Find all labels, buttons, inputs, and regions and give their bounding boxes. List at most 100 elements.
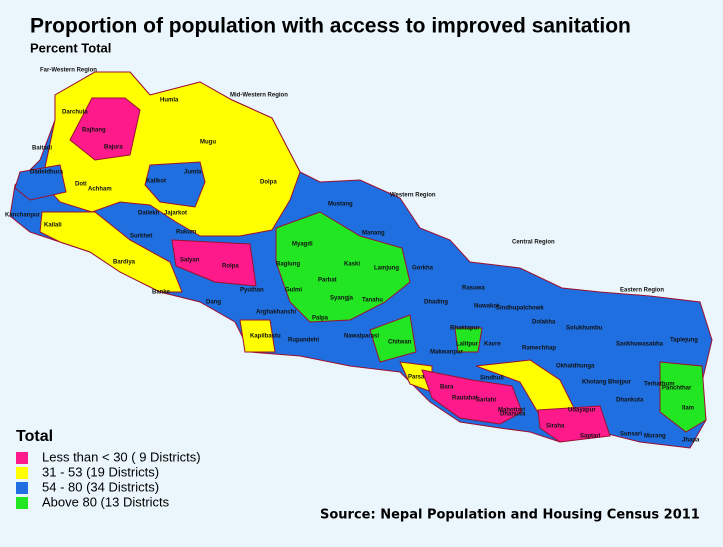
- blue-dadeldhura: [14, 164, 67, 201]
- pink-bara: [421, 369, 523, 425]
- district-label: Mahottari: [498, 408, 525, 414]
- district-label: Rautahat: [452, 396, 478, 402]
- legend-swatch: [16, 482, 28, 494]
- legend-label: Less than < 30 ( 9 Districts): [42, 449, 201, 464]
- district-label: Dang: [206, 300, 221, 306]
- district-label: Saptari: [580, 434, 601, 440]
- district-label: Jhapa: [682, 438, 700, 444]
- district-label: Kalikot: [146, 179, 166, 185]
- region-label: Mid-Western Region: [230, 93, 288, 99]
- district-label: Sankhuwasabha: [616, 342, 664, 348]
- pink-salyan-rolpa: [171, 239, 257, 287]
- district-label: Kailali: [44, 223, 62, 229]
- district-label: Dhanusa: [500, 412, 526, 418]
- district-label: Okhaldhunga: [556, 364, 595, 370]
- district-label: Sarlahi: [476, 398, 496, 404]
- district-label: Chitwan: [388, 340, 412, 346]
- district-label: Dolakha: [532, 320, 556, 326]
- district-label: Jajarkot: [164, 211, 187, 217]
- district-label: Gulmi: [285, 288, 302, 294]
- district-label: Arghakhanchi: [256, 310, 296, 316]
- district-label: Salyan: [180, 258, 200, 264]
- green-east: [659, 361, 707, 433]
- district-label: Dadeldhura: [30, 170, 64, 176]
- district-label: Panchthar: [662, 386, 692, 392]
- district-label: Bhojpur: [608, 380, 632, 386]
- district-label: Kanchanpur: [5, 213, 41, 219]
- title: Proportion of population with access to …: [30, 15, 631, 38]
- pink-siraha: [537, 405, 611, 443]
- region-label: Eastern Region: [620, 288, 664, 294]
- district-label: Tanahu: [362, 298, 383, 304]
- district-label: Syangja: [330, 296, 354, 302]
- legend-label: Above 80 (13 Districts: [42, 494, 170, 509]
- district-label: Palpa: [312, 316, 329, 322]
- district-label: Taplejung: [670, 338, 698, 344]
- district-label: Makwanpur: [430, 350, 464, 356]
- subtitle: Percent Total: [30, 40, 111, 55]
- district-label: Myagdi: [292, 242, 313, 248]
- legend-swatch: [16, 497, 28, 509]
- district-label: Bardiya: [113, 260, 136, 266]
- district-label: Achham: [88, 187, 112, 193]
- yellow-south-west: [39, 211, 183, 293]
- district-label: Humla: [160, 98, 179, 104]
- district-label: Surkhet: [130, 234, 152, 240]
- district-label: Bajhang: [82, 128, 106, 134]
- district-label: Mugu: [200, 140, 216, 146]
- district-label: Rupandehi: [288, 338, 319, 344]
- district-label: Parsa: [408, 375, 425, 381]
- district-label: Nawalparasi: [344, 334, 379, 340]
- district-label: Kavre: [484, 342, 501, 348]
- nepal-map: [9, 71, 713, 449]
- legend-label: 31 - 53 (19 Districts): [42, 464, 159, 479]
- district-label: Dolpa: [260, 180, 277, 186]
- district-label: Baitadi: [32, 146, 52, 152]
- district-label: Nuwakot: [474, 304, 499, 310]
- district-label: Darchula: [62, 110, 88, 116]
- district-label: Dailekh: [138, 211, 160, 217]
- district-label: Pyuthan: [240, 288, 264, 294]
- district-label: Khotang: [582, 380, 607, 386]
- district-label: Gorkha: [412, 266, 434, 272]
- district-label: Ilam: [682, 406, 694, 412]
- district-label: Morang: [644, 434, 666, 440]
- green-lalitpur: [454, 327, 483, 353]
- labels: Far-Western Region Mid-Western Region West…: [5, 68, 700, 444]
- district-label: Lamjung: [374, 266, 399, 272]
- district-label: Kapilbastu: [250, 334, 281, 340]
- district-label: Dhankuta: [616, 398, 644, 404]
- legend-swatch: [16, 467, 28, 479]
- district-label: Sindhuli: [480, 376, 504, 382]
- legend-swatch: [16, 452, 28, 464]
- yellow-kapilbastu: [239, 319, 276, 353]
- green-chitwan: [369, 314, 417, 363]
- region-label: Western Region: [390, 193, 436, 199]
- district-label: Mustang: [328, 202, 353, 208]
- district-label: Rolpa: [222, 264, 239, 270]
- district-label: Parbat: [318, 278, 337, 284]
- legend-title: Total: [16, 428, 53, 445]
- region-label: Central Region: [512, 240, 555, 246]
- district-label: Sunsari: [620, 432, 642, 438]
- district-label: Banke: [152, 290, 171, 296]
- district-label: Udayapur: [568, 408, 596, 414]
- district-label: Bhaktapur: [450, 326, 480, 332]
- region-label: Far-Western Region: [40, 68, 97, 74]
- district-label: Sindhupalchowk: [496, 306, 544, 312]
- district-label: Rasuwa: [462, 286, 485, 292]
- blue-jumla: [144, 161, 206, 208]
- district-label: Siraha: [546, 424, 565, 430]
- district-label: Solukhumbu: [566, 326, 603, 332]
- pink-bajhang: [69, 97, 141, 161]
- legend: Less than < 30 ( 9 Districts)31 - 53 (19…: [16, 449, 201, 509]
- district-label: Dhading: [424, 300, 448, 306]
- district-label: Doti: [75, 182, 87, 188]
- source: Source: Nepal Population and Housing Cen…: [320, 508, 700, 523]
- district-label: Rukum: [176, 230, 196, 236]
- district-label: Terhathum: [644, 382, 675, 388]
- district-label: Jumla: [184, 170, 202, 176]
- district-label: Ramechhap: [522, 346, 556, 352]
- district-label: Baglung: [276, 262, 300, 268]
- district-label: Manang: [362, 231, 385, 237]
